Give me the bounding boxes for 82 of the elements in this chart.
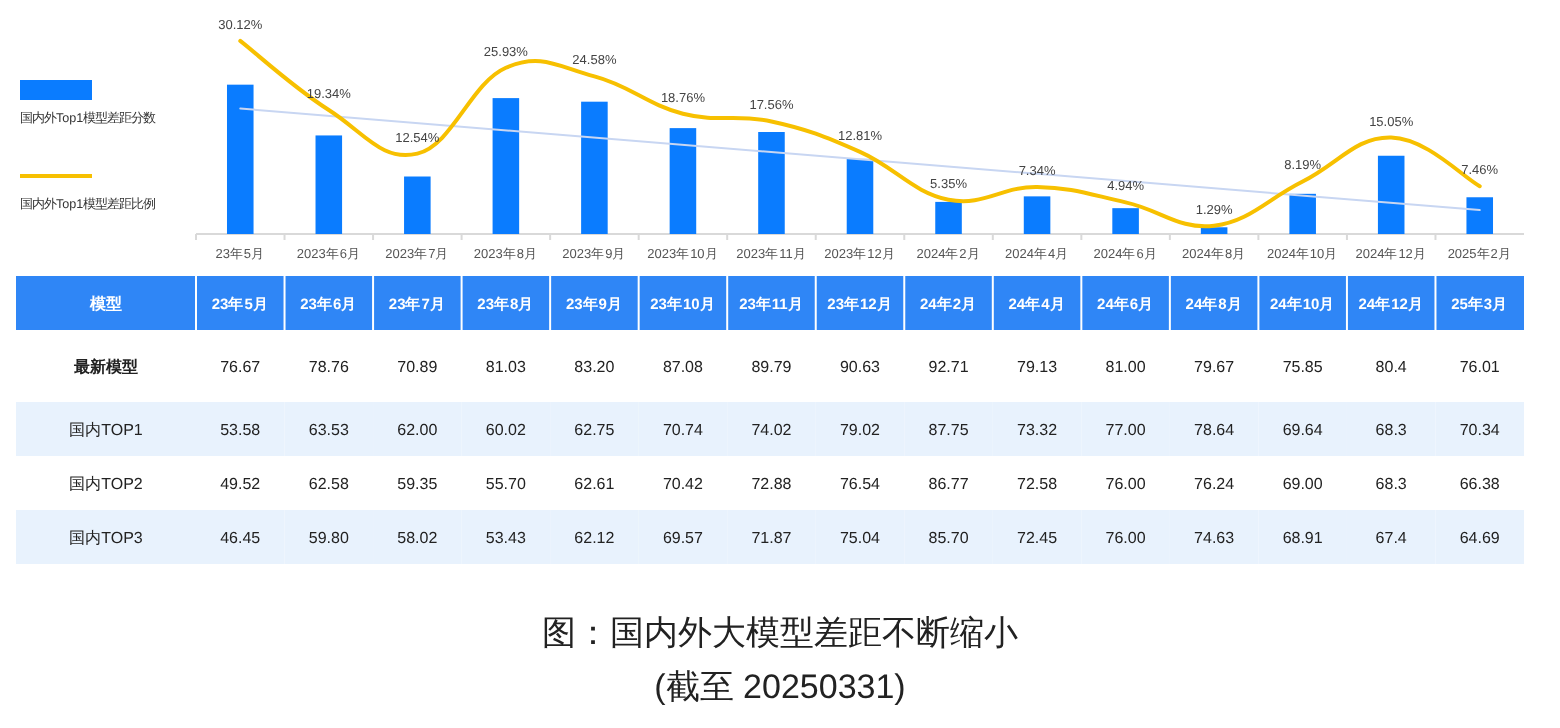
text: 64.69 (1459, 529, 1500, 547)
bar (404, 176, 431, 234)
text: 79.13 (1017, 358, 1058, 376)
text: 92.71 (928, 358, 969, 376)
text: 77.00 (1105, 421, 1146, 439)
text: 53.43 (485, 529, 526, 547)
text: 46.45 (220, 529, 261, 547)
text: 87.75 (928, 421, 969, 439)
text: 79.67 (1194, 358, 1235, 376)
text: 59.80 (308, 529, 349, 547)
text: 81.03 (485, 358, 526, 376)
bar (1466, 197, 1494, 234)
text: 76.67 (220, 358, 261, 376)
text: 55.70 (485, 475, 526, 493)
text: 59.35 (397, 475, 438, 493)
text: 69.64 (1282, 421, 1323, 439)
text: 75.85 (1282, 358, 1323, 376)
text: 73.32 (1017, 421, 1058, 439)
text: 80.4 (1375, 358, 1407, 376)
bar (1377, 155, 1405, 234)
text: 69.57 (662, 529, 703, 547)
text: 79.02 (839, 421, 881, 439)
text: 67.4 (1375, 529, 1407, 547)
text: 90.63 (839, 358, 881, 376)
text: 83.20 (574, 358, 615, 376)
text: 62.00 (397, 421, 438, 439)
bar (226, 84, 254, 234)
text: 68.91 (1282, 529, 1323, 547)
bar (669, 128, 697, 234)
text: 62.58 (308, 475, 349, 493)
text: 模型 (88, 295, 122, 313)
text: 76.54 (839, 475, 881, 493)
text: 68.3 (1375, 475, 1407, 493)
text: 69.00 (1282, 475, 1323, 493)
category-label: 最新模型 (74, 358, 138, 376)
bar (758, 132, 785, 234)
text: 78.64 (1194, 421, 1235, 439)
text: 76.24 (1194, 475, 1235, 493)
text: 70.34 (1459, 421, 1500, 439)
text: 60.02 (485, 421, 526, 439)
text: 74.63 (1194, 529, 1235, 547)
text: 62.12 (574, 529, 615, 547)
text: 图：国内外大模型差距不断缩小 (542, 614, 1018, 652)
bar (492, 98, 520, 234)
category-label: 国内TOP2 (69, 475, 143, 493)
text: 63.53 (308, 421, 349, 439)
text: 72.88 (751, 475, 792, 493)
bar (846, 158, 874, 234)
bar (1289, 193, 1316, 234)
bar (935, 201, 962, 234)
text: 53.58 (220, 421, 261, 439)
bar (1112, 208, 1139, 234)
text: 87.08 (662, 358, 703, 376)
text: 49.52 (220, 475, 261, 493)
text: 70.42 (662, 475, 703, 493)
category-label: 国内TOP1 (69, 421, 143, 439)
bar (1023, 196, 1051, 234)
text: 78.76 (308, 358, 349, 376)
text: 85.70 (928, 529, 969, 547)
text: 75.04 (839, 529, 881, 547)
text: 62.61 (574, 475, 615, 493)
text: 86.77 (928, 475, 969, 493)
text: 68.3 (1375, 421, 1407, 439)
text: 62.75 (574, 421, 615, 439)
text: 76.01 (1459, 358, 1500, 376)
text: 70.74 (662, 421, 703, 439)
bar (315, 135, 343, 234)
text: 66.38 (1459, 475, 1500, 493)
text: 71.87 (751, 529, 792, 547)
text: 89.79 (751, 358, 792, 376)
text: 58.02 (397, 529, 438, 547)
text: 72.45 (1017, 529, 1058, 547)
text: 72.58 (1017, 475, 1058, 493)
category-label: 国内TOP3 (69, 529, 143, 547)
text: (截至 20250331) (654, 668, 906, 706)
text: 76.00 (1105, 475, 1146, 493)
text: 76.00 (1105, 529, 1146, 547)
text: 70.89 (397, 358, 438, 376)
bar (1200, 227, 1228, 234)
bar (581, 101, 608, 234)
text: 74.02 (751, 421, 792, 439)
text: 81.00 (1105, 358, 1146, 376)
